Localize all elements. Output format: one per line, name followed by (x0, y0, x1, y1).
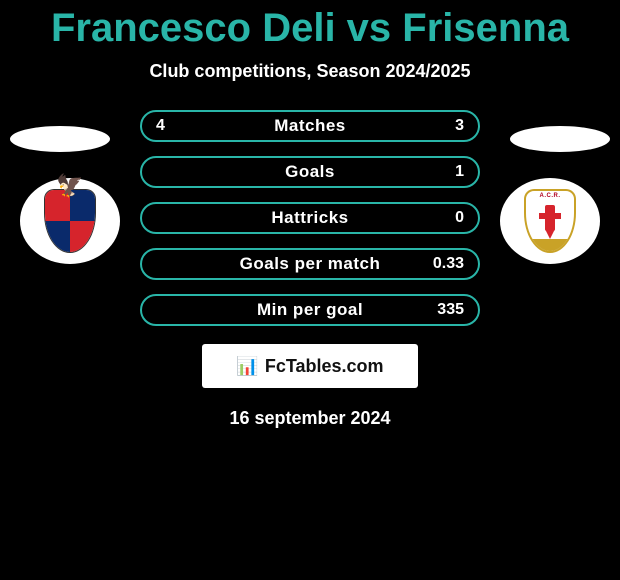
page-title: Francesco Deli vs Frisenna (51, 6, 569, 51)
stat-right-value: 335 (437, 301, 464, 319)
stat-right-value: 0.33 (433, 255, 464, 273)
stat-row-min-per-goal: Min per goal 335 (140, 294, 480, 326)
comparison-infographic: Francesco Deli vs Frisenna Club competit… (0, 0, 620, 580)
date-text: 16 september 2024 (229, 408, 390, 429)
stat-row-hattricks: Hattricks 0 (140, 202, 480, 234)
stats-column: 4 Matches 3 Goals 1 Hattricks 0 Goals pe… (140, 110, 480, 326)
stat-label: Min per goal (257, 300, 363, 320)
stat-label: Goals per match (240, 254, 381, 274)
stat-row-goals: Goals 1 (140, 156, 480, 188)
brand-text: FcTables.com (265, 356, 384, 377)
stat-row-matches: 4 Matches 3 (140, 110, 480, 142)
stat-label: Goals (285, 162, 335, 182)
stat-right-value: 3 (455, 117, 464, 135)
messina-crest-icon: A.C.R. (524, 189, 576, 253)
stat-right-value: 0 (455, 209, 464, 227)
brand-box: 📊 FcTables.com (202, 344, 418, 388)
right-player-oval (510, 126, 610, 152)
stat-label: Hattricks (271, 208, 348, 228)
stat-left-value: 4 (156, 117, 165, 135)
right-club-badge: A.C.R. (500, 178, 600, 264)
left-player-oval (10, 126, 110, 152)
page-subtitle: Club competitions, Season 2024/2025 (149, 61, 470, 82)
stat-right-value: 1 (455, 163, 464, 181)
eagle-icon: 🦅 (56, 175, 83, 197)
stat-row-goals-per-match: Goals per match 0.33 (140, 248, 480, 280)
left-club-badge: 🦅 (20, 178, 120, 264)
stat-label: Matches (274, 116, 346, 136)
casertana-crest-icon: 🦅 (44, 189, 96, 253)
chart-icon: 📊 (236, 357, 258, 375)
messina-crest-text: A.C.R. (526, 193, 574, 199)
